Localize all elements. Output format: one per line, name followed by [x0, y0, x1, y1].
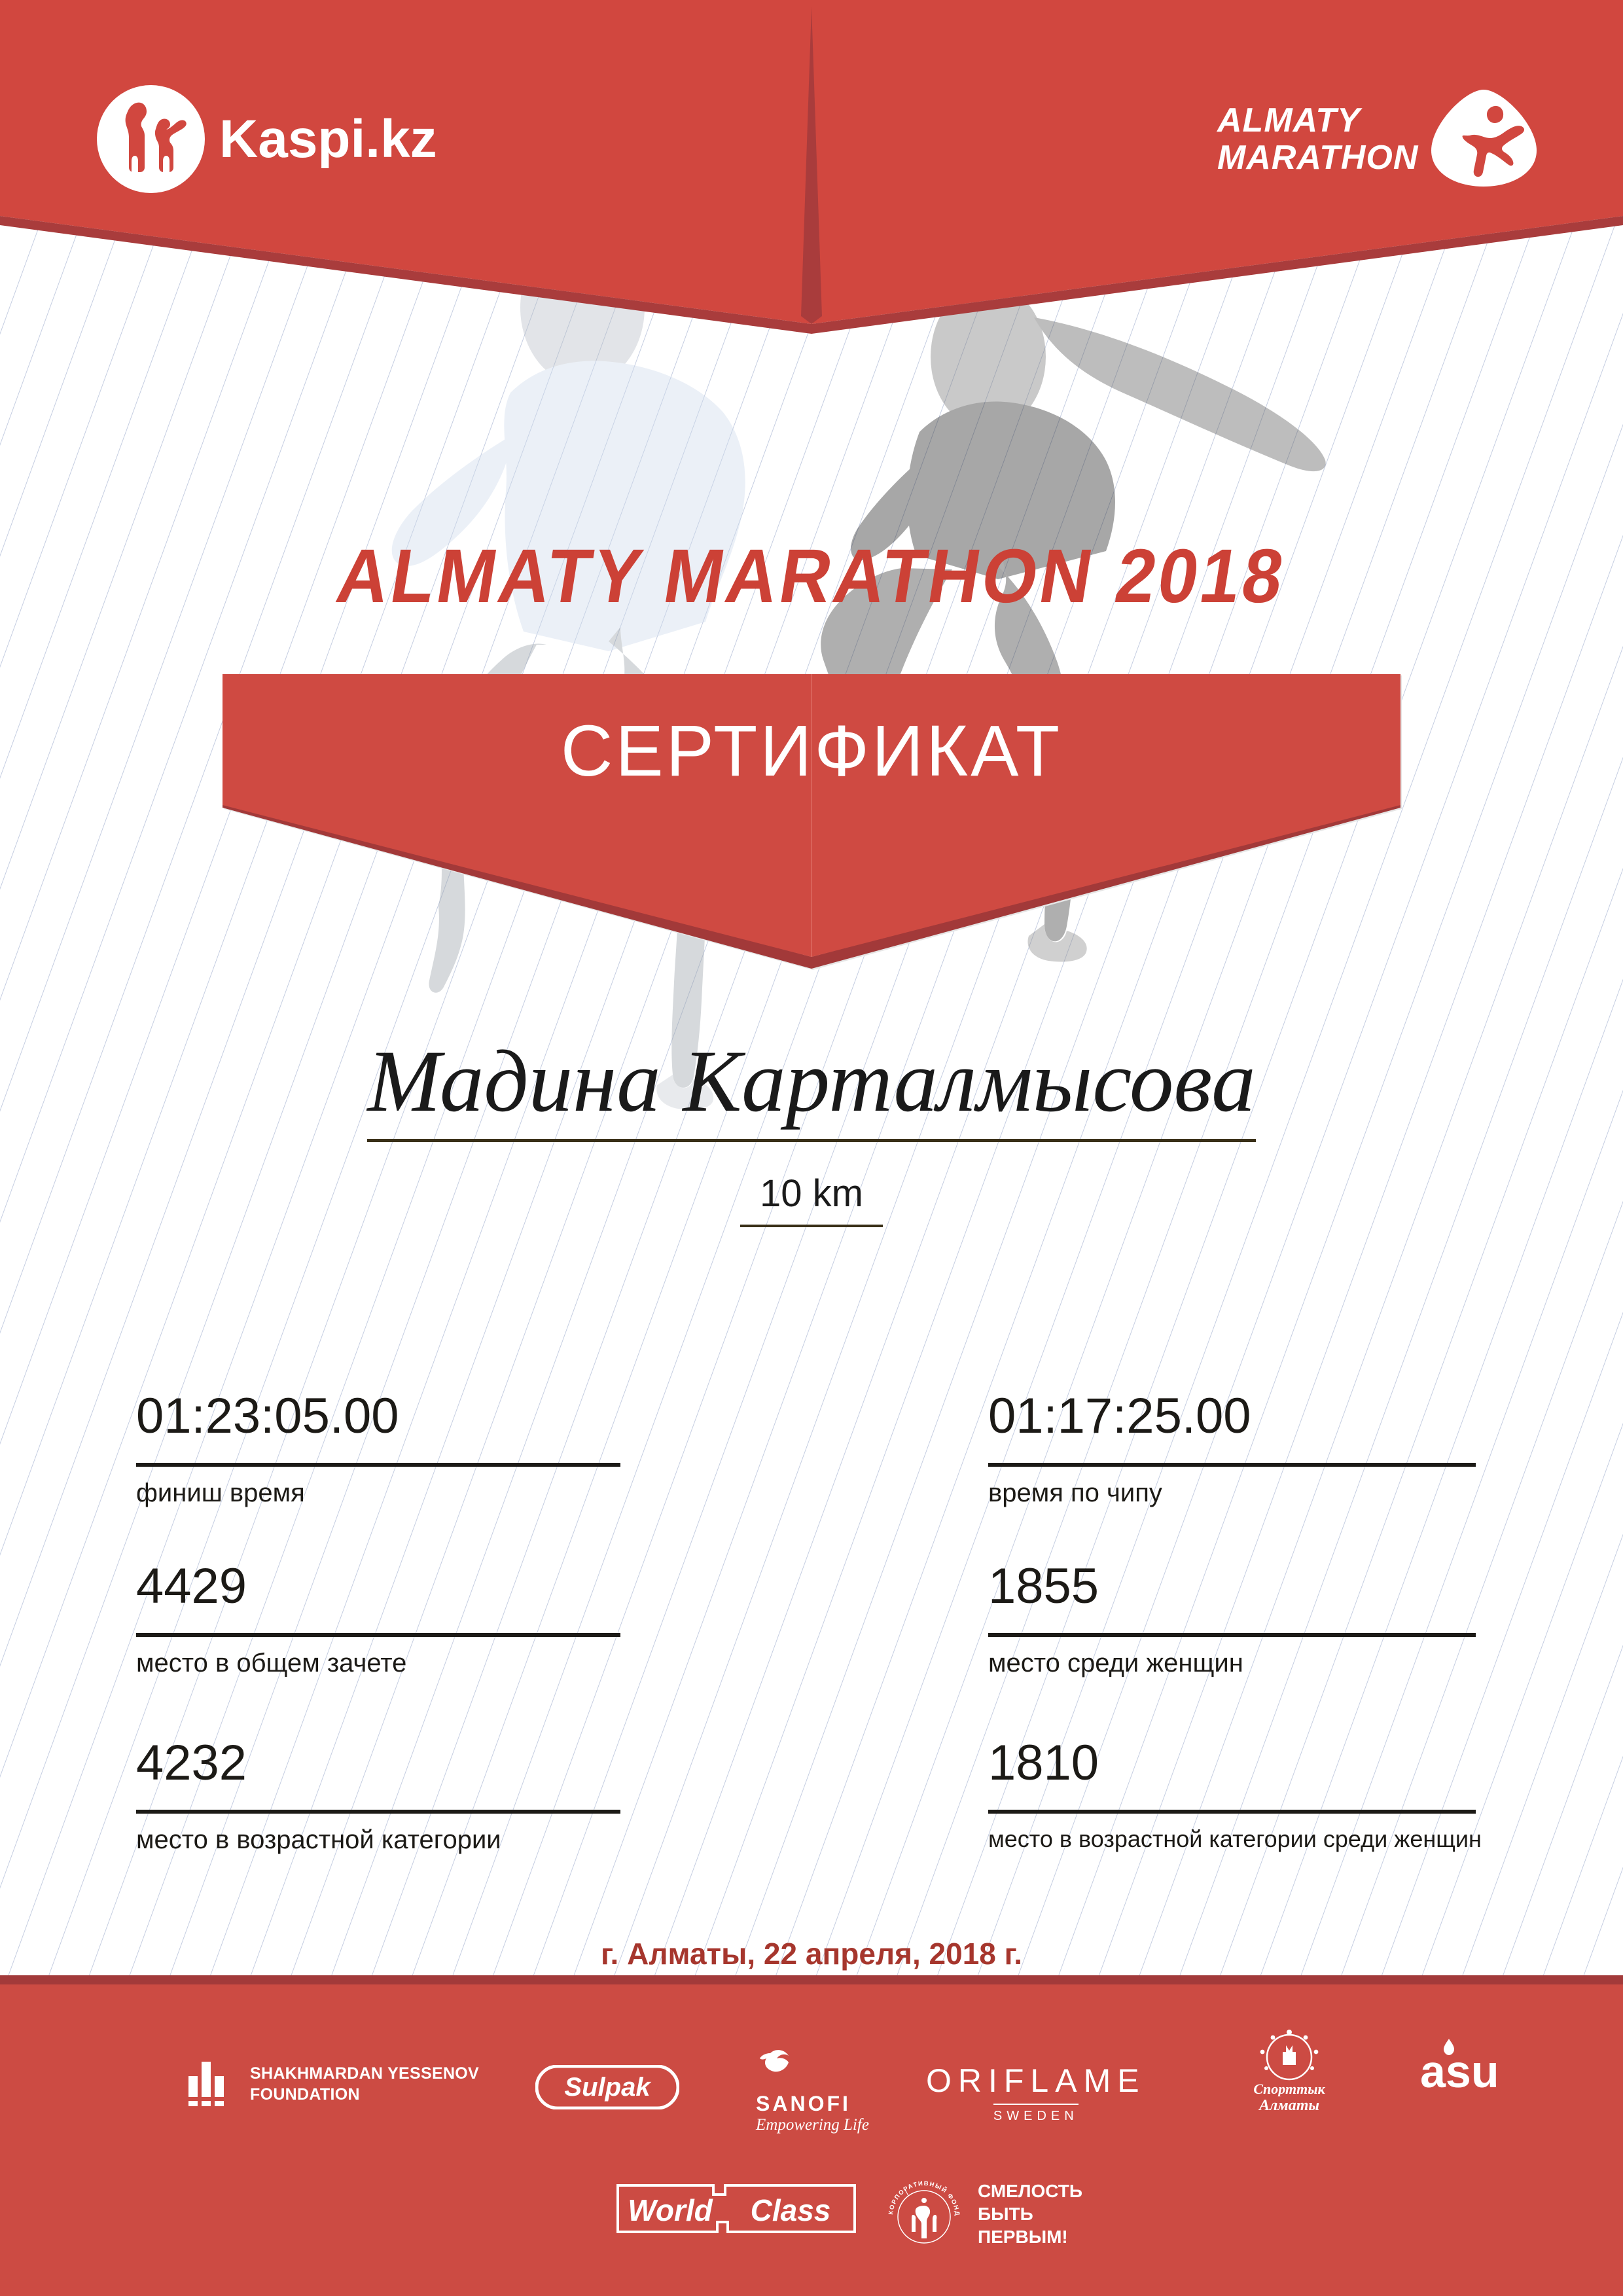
svg-text:СЕРТИФИКАТ: СЕРТИФИКАТ: [561, 711, 1062, 791]
svg-text:World: World: [628, 2193, 713, 2227]
svg-text:Class: Class: [751, 2193, 831, 2227]
svg-text:Спорттык: Спорттык: [1253, 2081, 1325, 2096]
svg-text:Sulpak: Sulpak: [564, 2073, 651, 2102]
